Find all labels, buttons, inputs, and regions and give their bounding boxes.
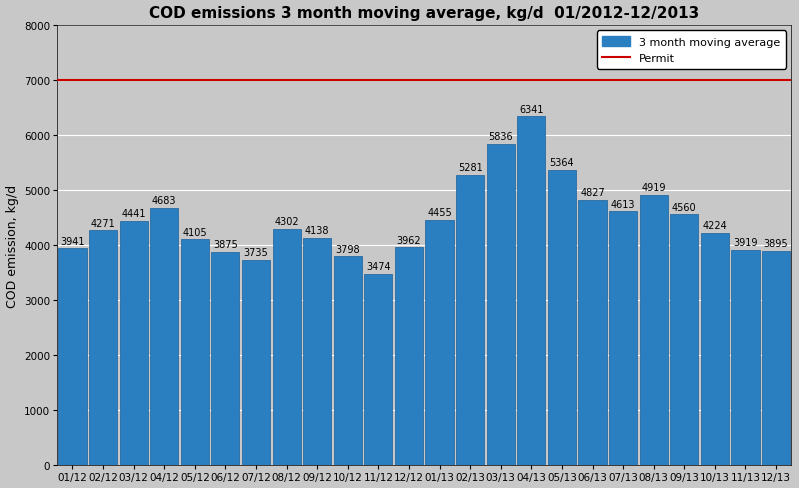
Bar xyxy=(212,253,240,466)
Bar xyxy=(242,260,270,466)
Text: 3895: 3895 xyxy=(764,239,789,249)
Text: 4441: 4441 xyxy=(121,209,146,219)
Text: 3875: 3875 xyxy=(213,240,238,250)
Bar xyxy=(517,117,546,466)
Text: 3735: 3735 xyxy=(244,247,268,258)
Text: 3798: 3798 xyxy=(336,244,360,254)
Bar xyxy=(181,240,209,466)
Bar xyxy=(395,248,423,466)
Legend: 3 month moving average, Permit: 3 month moving average, Permit xyxy=(597,31,785,69)
Text: 4560: 4560 xyxy=(672,202,697,212)
Text: 3962: 3962 xyxy=(396,235,421,245)
Text: 4455: 4455 xyxy=(427,208,452,218)
Bar xyxy=(150,208,178,466)
Bar xyxy=(609,212,637,466)
Bar xyxy=(701,233,729,466)
Bar xyxy=(487,145,515,466)
Bar xyxy=(58,249,86,466)
Text: 3941: 3941 xyxy=(60,236,85,246)
Bar xyxy=(640,195,668,466)
Text: 3474: 3474 xyxy=(366,262,391,272)
Title: COD emissions 3 month moving average, kg/d  01/2012-12/2013: COD emissions 3 month moving average, kg… xyxy=(149,5,699,20)
Y-axis label: COD emission, kg/d: COD emission, kg/d xyxy=(6,184,18,307)
Bar xyxy=(762,251,790,466)
Text: 5281: 5281 xyxy=(458,163,483,173)
Bar xyxy=(334,257,362,466)
Text: 4683: 4683 xyxy=(152,195,177,205)
Text: 4827: 4827 xyxy=(580,187,605,198)
Text: 3919: 3919 xyxy=(733,238,757,247)
Bar xyxy=(272,229,300,466)
Text: 4224: 4224 xyxy=(702,221,727,231)
Text: 5364: 5364 xyxy=(550,158,574,168)
Bar xyxy=(548,171,576,466)
Text: 4105: 4105 xyxy=(182,227,207,237)
Text: 4302: 4302 xyxy=(274,216,299,226)
Bar xyxy=(89,231,117,466)
Bar xyxy=(364,275,392,466)
Text: 6341: 6341 xyxy=(519,104,543,114)
Text: 4271: 4271 xyxy=(91,218,115,228)
Bar xyxy=(426,221,454,466)
Text: 4919: 4919 xyxy=(642,183,666,192)
Bar xyxy=(303,238,332,466)
Bar xyxy=(456,175,484,466)
Text: 4138: 4138 xyxy=(305,225,329,235)
Bar xyxy=(120,222,148,466)
Text: 5836: 5836 xyxy=(488,132,513,142)
Bar xyxy=(670,215,698,466)
Bar xyxy=(731,250,760,466)
Bar xyxy=(578,200,606,466)
Text: 4613: 4613 xyxy=(611,199,635,209)
